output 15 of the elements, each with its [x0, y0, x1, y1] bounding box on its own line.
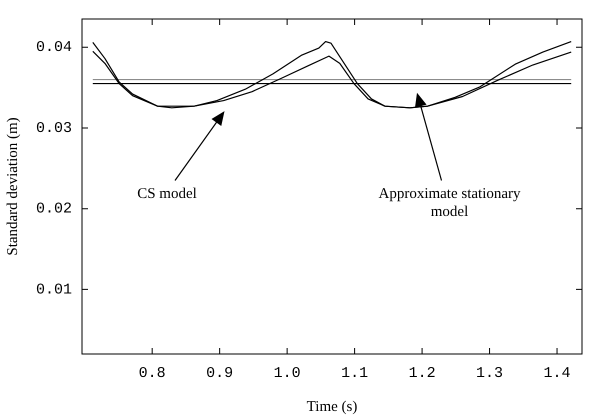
y-tick-label: 0.03	[36, 120, 72, 137]
x-tick-label: 0.8	[138, 364, 166, 382]
x-axis-title: Time (s)	[306, 398, 358, 415]
y-tick-label: 0.04	[36, 39, 72, 56]
x-tick-label: 0.9	[206, 364, 234, 382]
y-tick-label: 0.01	[36, 281, 72, 298]
x-tick-label: 1.1	[341, 364, 368, 382]
y-tick-label: 0.02	[36, 200, 72, 218]
x-tick-label: 1.4	[544, 364, 571, 382]
x-tick-label: 1.3	[476, 364, 504, 382]
y-axis-title: Standard deviation (m)	[4, 117, 21, 256]
annotation: Approximate stationary model	[378, 186, 522, 220]
x-tick-label: 1.2	[408, 364, 436, 382]
annotation: CS model	[137, 186, 197, 202]
x-tick-label: 1.0	[274, 364, 301, 382]
